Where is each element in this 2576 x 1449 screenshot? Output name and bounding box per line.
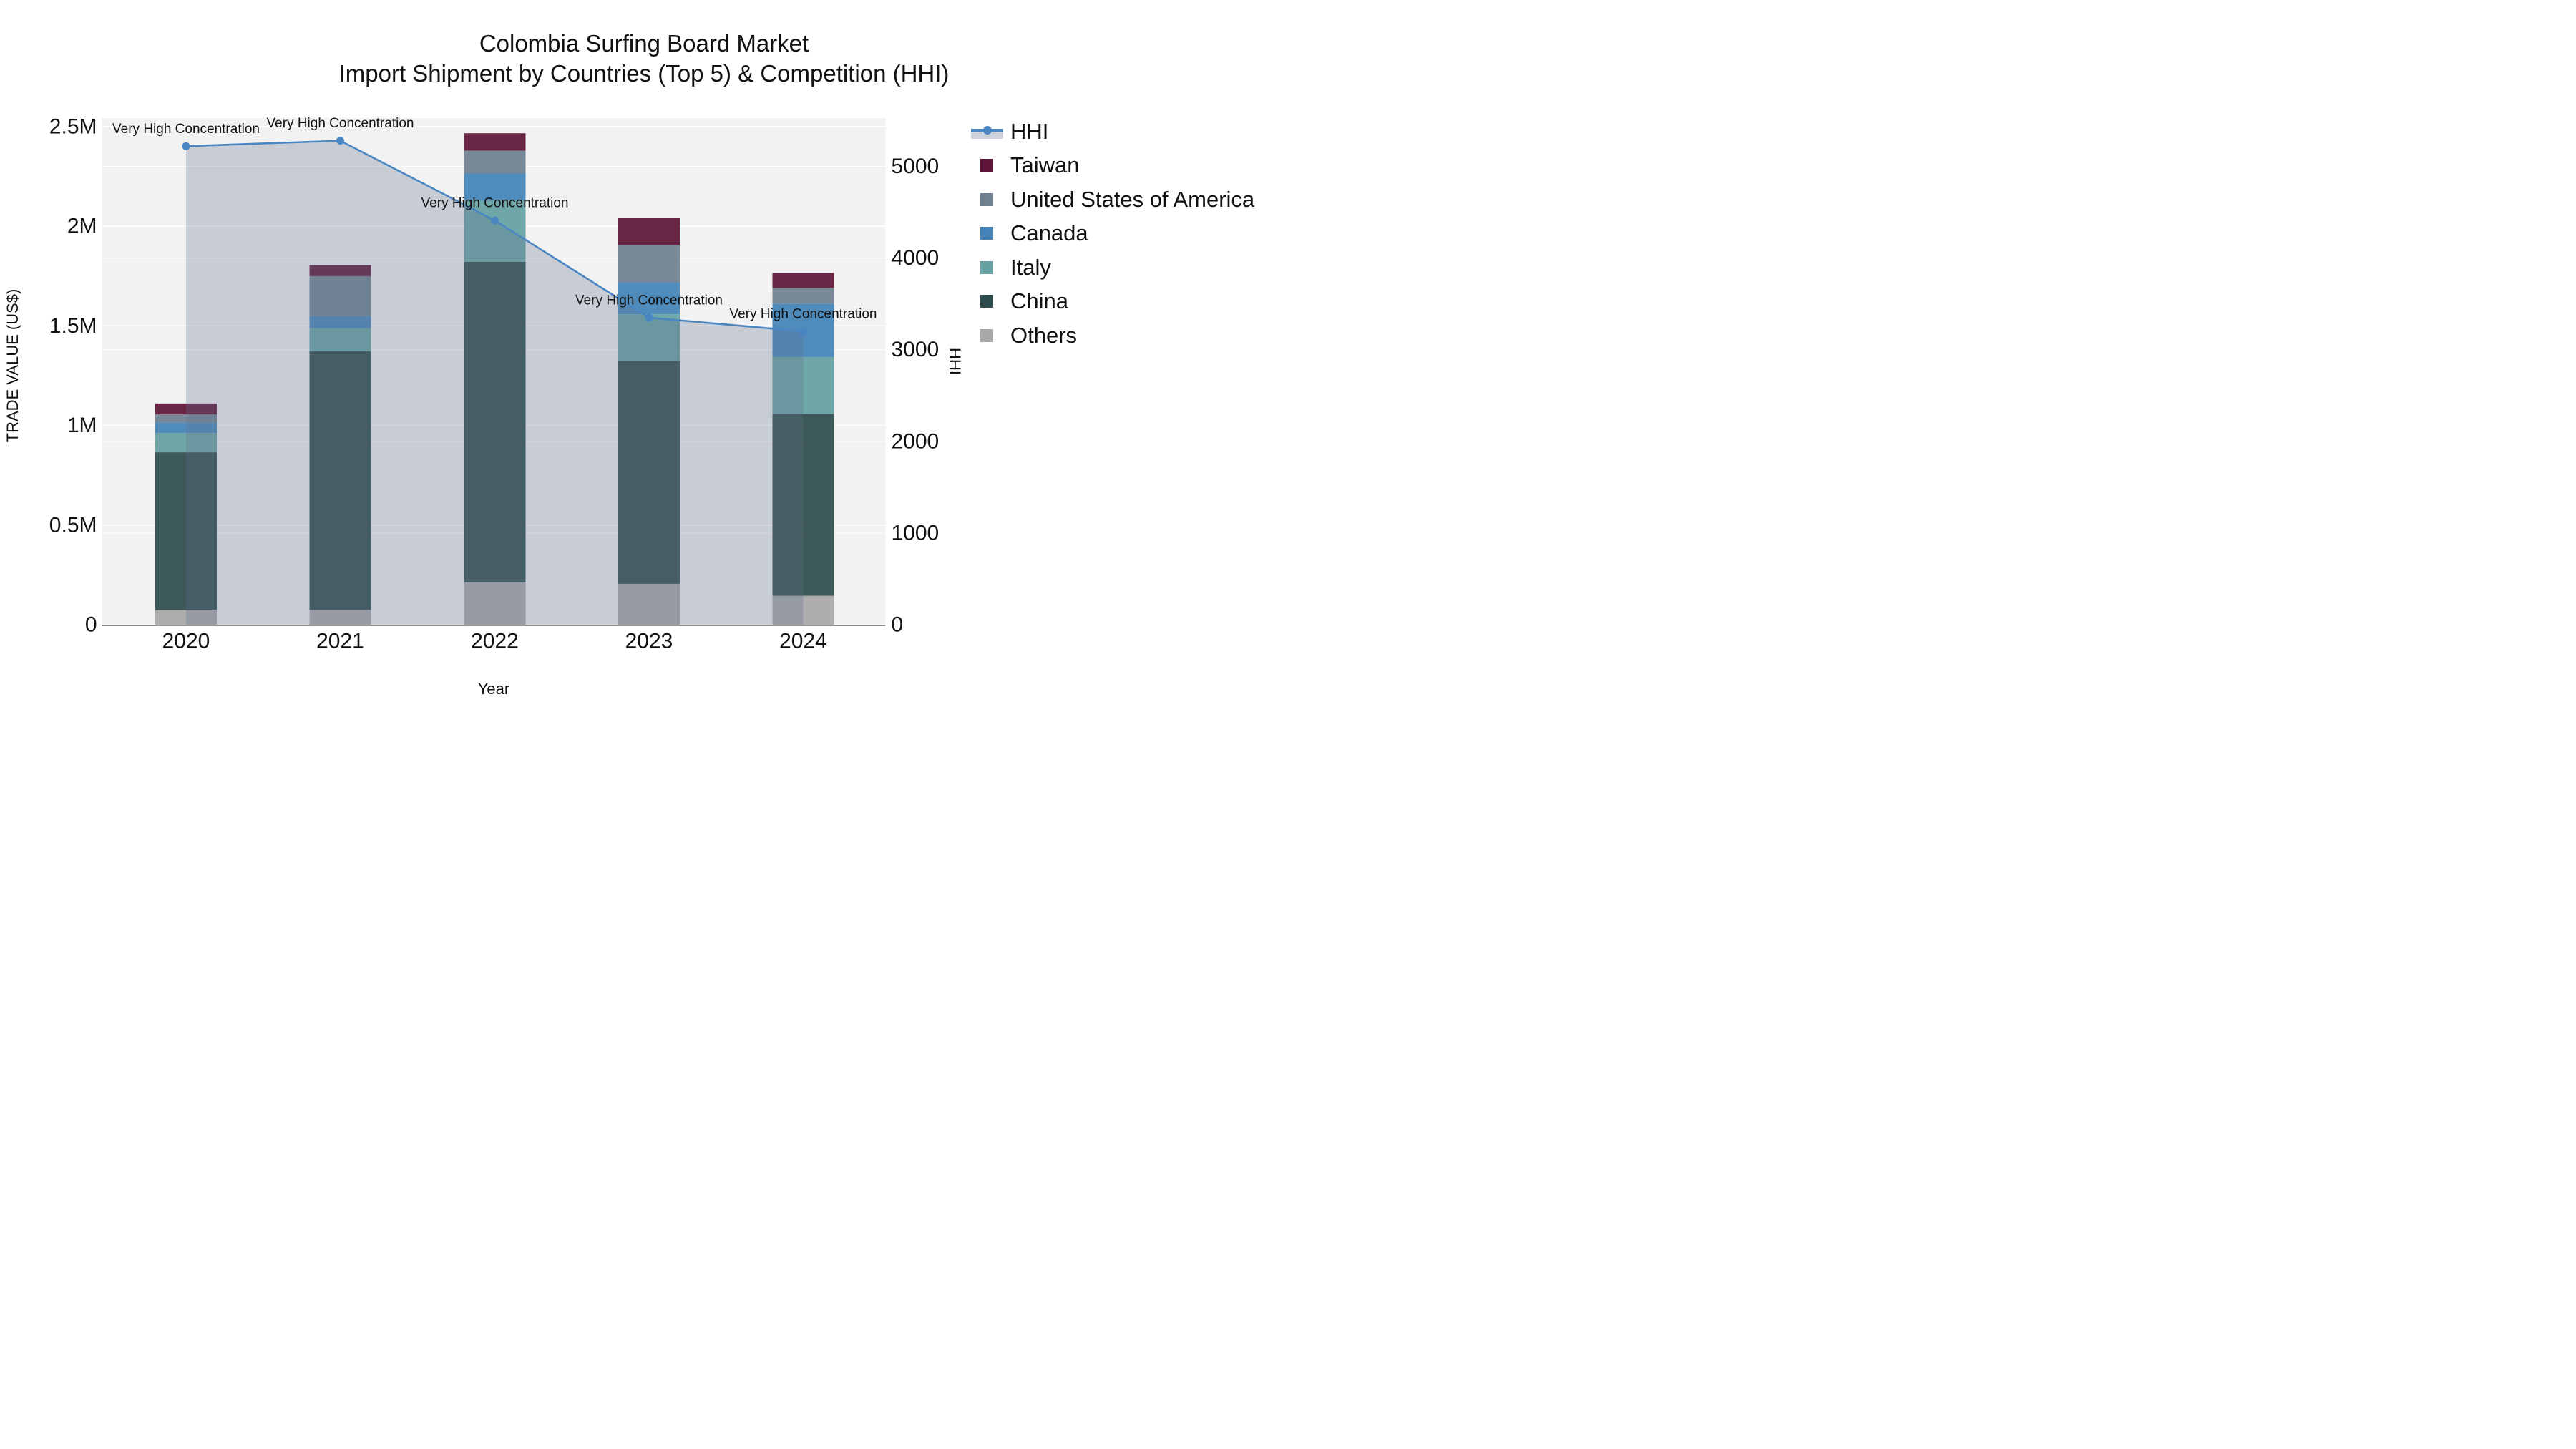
legend-label-china: China (1010, 288, 1068, 314)
hhi-marker-2023[interactable] (645, 313, 653, 322)
y-right-tick-5000: 5000 (892, 155, 940, 178)
bar-2023-others[interactable] (618, 583, 680, 625)
y-left-tick-1.5M: 1.5M (49, 314, 97, 338)
bar-2020-italy[interactable] (155, 433, 217, 453)
legend-swatch-icon-italy (980, 260, 993, 274)
bar-2021-italy[interactable] (309, 328, 371, 351)
legend-item-china[interactable]: China (971, 285, 1254, 319)
legend-label-italy: Italy (1010, 254, 1051, 280)
legend: HHI Taiwan United States of America Canada I… (971, 114, 1254, 353)
bar-2021-united-states-of-america[interactable] (309, 275, 371, 316)
legend-label-united-states-of-america: United States of America (1010, 186, 1255, 212)
plot-area-svg: 0 0.5M 1M 1.5M 2M 2.5M 0 1000 2000 3000 4000 5000 20… (49, 114, 940, 653)
bar-2020-others[interactable] (155, 610, 217, 625)
y-right-tick-2000: 2000 (892, 429, 940, 453)
legend-item-italy[interactable]: Italy (971, 250, 1254, 285)
bar-2024-others[interactable] (772, 595, 834, 625)
y-left-tick-2M: 2M (67, 215, 97, 238)
annotation-2021: Very High Concentration (267, 116, 414, 131)
legend-item-hhi[interactable]: HHI (971, 114, 1254, 149)
y-right-tick-3000: 3000 (892, 338, 940, 361)
legend-swatch-icon-others (980, 328, 993, 342)
annotation-2023: Very High Concentration (575, 293, 723, 308)
x-tick-2021: 2021 (316, 630, 364, 653)
y-left-tick-0.5M: 0.5M (49, 513, 97, 537)
hhi-swatch-ls-fill (971, 132, 1003, 139)
legend-swatch-icon-china (980, 295, 993, 308)
bar-2020-canada[interactable] (155, 422, 217, 434)
legend-swatch-icon-canada (980, 227, 993, 240)
legend-item-others[interactable]: Others (971, 318, 1254, 353)
bar-2024-italy[interactable] (772, 356, 834, 414)
legend-item-united-states-of-america[interactable]: United States of America (971, 182, 1254, 217)
chart-page: Colombia Surfing Board Market Import Shi… (0, 0, 1288, 725)
legend-item-taiwan[interactable]: Taiwan (971, 149, 1254, 183)
bar-2023-canada[interactable] (618, 282, 680, 315)
bar-2024-taiwan[interactable] (772, 273, 834, 288)
chart-title: Colombia Surfing Board Market (479, 30, 809, 57)
bar-2022-italy[interactable] (464, 200, 526, 262)
legend-label-canada: Canada (1010, 220, 1088, 246)
x-tick-2023: 2023 (625, 630, 673, 653)
bar-2022-others[interactable] (464, 582, 526, 625)
x-axis-title: Year (477, 680, 510, 698)
bar-2022-canada[interactable] (464, 173, 526, 201)
hhi-marker-2024[interactable] (799, 327, 807, 336)
legend-swatch-icon-united-states-of-america (980, 192, 993, 206)
hhi-swatch-ls-dot (983, 125, 992, 135)
legend-label-hhi: HHI (1010, 118, 1049, 144)
annotation-2022: Very High Concentration (421, 196, 569, 211)
bar-2022-taiwan[interactable] (464, 133, 526, 151)
bar-2023-china[interactable] (618, 361, 680, 584)
chart-title-block: Colombia Surfing Board Market Import Shi… (0, 29, 1288, 89)
hhi-marker-2022[interactable] (491, 216, 499, 225)
bar-2023-united-states-of-america[interactable] (618, 245, 680, 283)
legend-item-canada[interactable]: Canada (971, 217, 1254, 251)
hhi-marker-2020[interactable] (182, 142, 190, 150)
x-tick-2022: 2022 (471, 630, 519, 653)
legend-swatch-icon-taiwan (980, 159, 993, 172)
bar-2021-china[interactable] (309, 351, 371, 610)
legend-label-others: Others (1010, 322, 1078, 348)
y-left-tick-2.5M: 2.5M (49, 114, 97, 138)
y-right-tick-4000: 4000 (892, 246, 940, 270)
chart-subtitle: Import Shipment by Countries (Top 5) & C… (338, 60, 950, 87)
bar-2023-taiwan[interactable] (618, 218, 680, 245)
x-tick-2020: 2020 (162, 630, 210, 653)
bar-2020-taiwan[interactable] (155, 403, 217, 415)
bar-2023-italy[interactable] (618, 314, 680, 361)
bar-2024-united-states-of-america[interactable] (772, 288, 834, 304)
hhi-marker-2021[interactable] (336, 137, 344, 145)
bar-2021-others[interactable] (309, 610, 371, 625)
x-tick-2024: 2024 (779, 630, 827, 653)
bar-2021-taiwan[interactable] (309, 265, 371, 276)
y-left-tick-1M: 1M (67, 414, 97, 437)
bar-2020-united-states-of-america[interactable] (155, 414, 217, 423)
bar-2021-canada[interactable] (309, 316, 371, 328)
bar-2022-china[interactable] (464, 261, 526, 582)
y-left-tick-0: 0 (85, 613, 97, 637)
annotation-2020: Very High Concentration (112, 122, 260, 137)
y-right-tick-0: 0 (892, 613, 904, 637)
annotation-2024: Very High Concentration (730, 307, 877, 322)
y-right-tick-1000: 1000 (892, 521, 940, 545)
legend-label-taiwan: Taiwan (1010, 152, 1080, 178)
bar-2022-united-states-of-america[interactable] (464, 150, 526, 174)
hhi-line-swatch-icon (971, 125, 1003, 139)
bar-2024-china[interactable] (772, 414, 834, 596)
hhi-area-fill (186, 140, 804, 625)
bar-2020-china[interactable] (155, 452, 217, 610)
